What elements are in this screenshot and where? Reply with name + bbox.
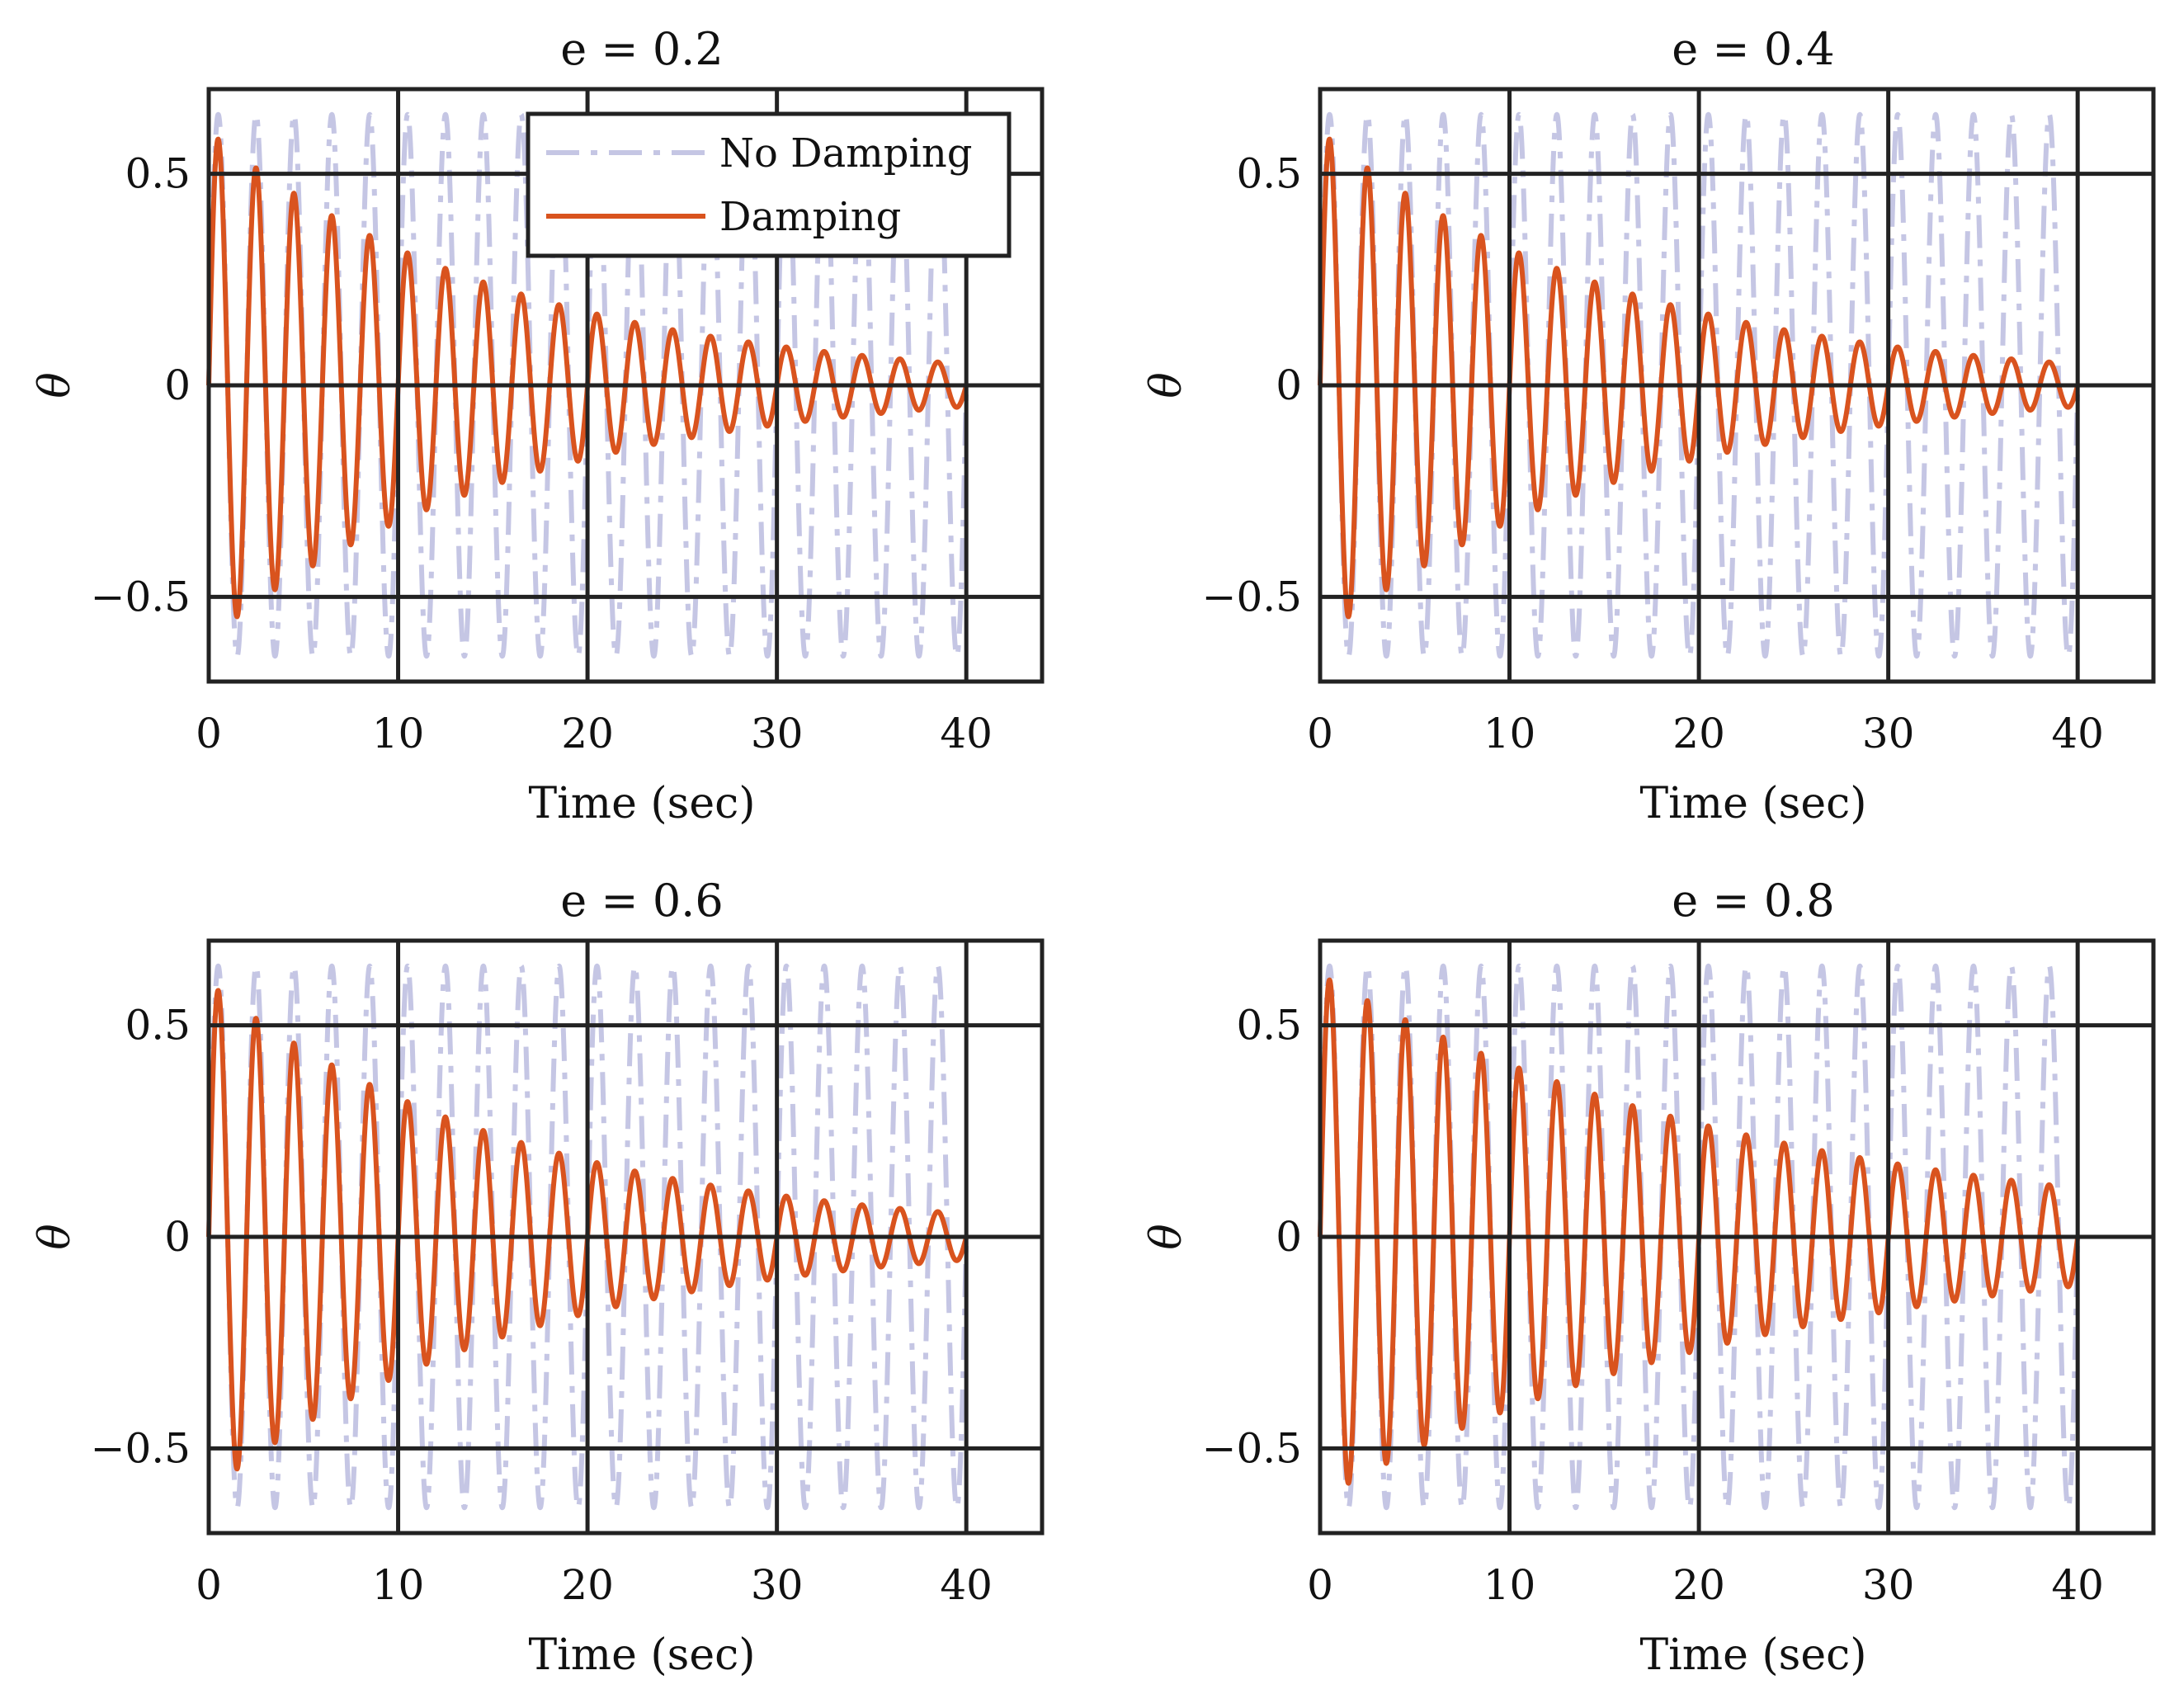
chart-title: e = 0.2 <box>560 23 723 75</box>
series-no-damping-line <box>1318 111 2081 659</box>
x-tick-label: 0 <box>196 1561 222 1609</box>
y-axis-label: θ <box>1142 1224 1191 1249</box>
x-tick-label: 40 <box>940 710 993 757</box>
x-axis-label: Time (sec) <box>528 779 755 828</box>
legend-box <box>526 111 1012 258</box>
x-tick-label: 10 <box>372 1561 425 1609</box>
y-axis-label: θ <box>1142 372 1191 398</box>
x-axis-label: Time (sec) <box>1639 779 1866 828</box>
y-tick-label: 0 <box>1276 1213 1302 1261</box>
x-tick-label: 40 <box>2051 1561 2104 1609</box>
x-tick-label: 30 <box>751 1561 804 1609</box>
series-no-damping-line <box>206 963 969 1511</box>
axes-frame <box>206 87 1045 684</box>
x-tick-label: 10 <box>1483 710 1536 757</box>
x-tick-label: 30 <box>1862 1561 1915 1609</box>
chart-title: e = 0.4 <box>1672 23 1834 75</box>
y-tick-label: 0 <box>164 1213 191 1261</box>
x-tick-label: 40 <box>2051 710 2104 757</box>
series-no-damping-line <box>206 111 969 659</box>
y-tick-label: 0 <box>164 361 191 409</box>
legend-label-no-damping: No Damping <box>719 130 973 177</box>
legend-label-damping: Damping <box>719 194 901 240</box>
y-tick-label: 0 <box>1276 361 1302 409</box>
x-tick-label: 30 <box>1862 710 1915 757</box>
y-axis-label: θ <box>31 1224 80 1249</box>
x-tick-label: 20 <box>1672 710 1725 757</box>
y-tick-label: −0.5 <box>91 573 191 620</box>
x-tick-label: 20 <box>561 1561 614 1609</box>
x-axis-label: Time (sec) <box>528 1630 755 1680</box>
x-tick-label: 0 <box>1307 1561 1333 1609</box>
x-tick-label: 40 <box>940 1561 993 1609</box>
x-tick-label: 10 <box>1483 1561 1536 1609</box>
chart-panel: 0 10 20 30 40 −0.5 0 0.5 e = 0.6 Time (sec) θ <box>31 875 1045 1680</box>
x-tick-label: 0 <box>1307 710 1333 757</box>
x-tick-label: 0 <box>196 710 222 757</box>
chart-title: e = 0.6 <box>560 875 723 927</box>
x-tick-label: 20 <box>561 710 614 757</box>
x-tick-label: 30 <box>751 710 804 757</box>
x-tick-label: 10 <box>372 710 425 757</box>
y-tick-label: 0.5 <box>125 1002 191 1050</box>
y-tick-label: −0.5 <box>91 1424 191 1472</box>
chart-title: e = 0.8 <box>1672 875 1834 927</box>
chart-panel: 0 10 20 30 40 −0.5 0 0.5 e = 0.4 Time (sec) θ <box>1142 23 2156 828</box>
axes-frame <box>1318 938 2156 1536</box>
y-tick-label: −0.5 <box>1202 1424 1302 1472</box>
x-axis-label: Time (sec) <box>1639 1630 1866 1680</box>
series-no-damping-line <box>1318 963 2081 1511</box>
chart-panel: 0 10 20 30 40 −0.5 0 0.5 e = 0.8 Time (sec) θ <box>1142 875 2156 1680</box>
axes-frame <box>206 938 1045 1536</box>
y-tick-label: −0.5 <box>1202 573 1302 620</box>
legend: No Damping Damping <box>526 111 1012 258</box>
axes-frame <box>1318 87 2156 684</box>
chart-panel: 0 10 20 30 40 −0.5 0 0.5 e = 0.2 Time (sec) θ No Da… <box>31 23 1045 828</box>
y-tick-label: 0.5 <box>125 150 191 198</box>
y-tick-label: 0.5 <box>1236 1002 1302 1050</box>
x-tick-label: 20 <box>1672 1561 1725 1609</box>
y-tick-label: 0.5 <box>1236 150 1302 198</box>
y-axis-label: θ <box>31 372 80 398</box>
